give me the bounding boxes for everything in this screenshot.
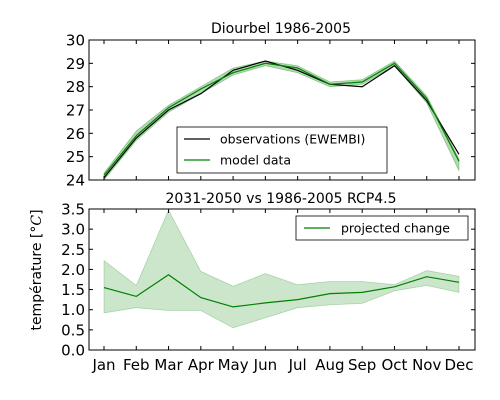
x-tick-label: Sep	[348, 356, 376, 374]
panel-bottom-legend: projected change	[295, 215, 469, 241]
y-tick-label: 3.5	[61, 201, 85, 219]
y-tick-label: 0.0	[61, 342, 85, 360]
panel-top-axes: 24 25 26 27 28 29 30	[66, 32, 476, 190]
panel-top-lines	[103, 60, 460, 179]
panel-top: Diourbel 1986-2005 24 25 26 27 28 29 30 observ…	[66, 21, 476, 190]
x-tick-label: Oct	[381, 356, 407, 374]
series-line-0	[103, 273, 460, 308]
x-tick-label: Jan	[91, 356, 115, 374]
y-tick-label: 0.5	[61, 321, 85, 339]
x-tick-label: Dec	[444, 356, 473, 374]
y-tick-label: 29	[66, 55, 85, 73]
y-tick-label: 2.0	[61, 261, 85, 279]
y-tick-label: 3.0	[61, 221, 85, 239]
panel-bottom-title: 2031-2050 vs 1986-2005 RCP4.5	[165, 191, 396, 207]
shared-y-axis-label: température [°C]	[29, 209, 45, 330]
y-tick-label: 1.0	[61, 301, 85, 319]
x-tick-label: Apr	[188, 356, 215, 374]
y-tick-label: 30	[66, 32, 85, 50]
y-tick-label: 25	[66, 148, 85, 166]
y-tick-label: 26	[66, 125, 85, 143]
projected-change-band	[103, 209, 460, 329]
y-tick-label: 24	[66, 172, 85, 190]
y-tick-label: 27	[66, 102, 85, 120]
plot-frame	[88, 208, 476, 351]
x-tick-label: Aug	[315, 356, 344, 374]
legend-label: projected change	[341, 221, 450, 236]
y-tick-label: 2.5	[61, 241, 85, 259]
legend-label: model data	[220, 153, 291, 168]
ylabel-text: température [	[29, 233, 45, 331]
panel-bottom: 2031-2050 vs 1986-2005 RCP4.5 0.0 0.5 1.0 1…	[61, 191, 476, 374]
x-tick-label: May	[218, 356, 249, 374]
series-line-1	[103, 62, 460, 176]
legend-label: observations (EWEMBI)	[220, 132, 365, 147]
y-tick-label: 1.5	[61, 281, 85, 299]
panel-bottom-lines	[103, 273, 460, 308]
panel-top-legend: observations (EWEMBI) model data	[176, 126, 388, 174]
band-0	[103, 209, 460, 329]
y-tick-label: 28	[66, 78, 85, 96]
x-tick-label: Mar	[154, 356, 183, 374]
legend-box	[295, 215, 469, 241]
x-tick-label: Jun	[253, 356, 277, 374]
panel-top-title: Diourbel 1986-2005	[211, 21, 351, 37]
x-tick-label: Jul	[288, 356, 307, 374]
legend-box	[176, 126, 388, 174]
x-tick-label: Feb	[123, 356, 150, 374]
x-tick-label: Nov	[412, 356, 441, 374]
